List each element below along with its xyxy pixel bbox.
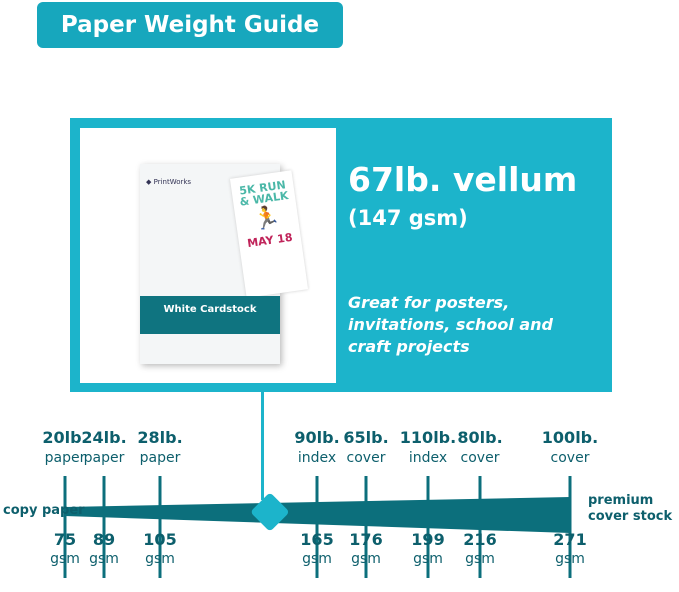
tick-unit: gsm [145,551,175,567]
featured-marker-diamond [251,493,289,531]
tick-weight: 90lb. [294,428,340,447]
tick-kind: cover [550,450,590,466]
tick-kind: cover [460,450,500,466]
tick-weight: 80lb. [457,428,503,447]
tick-unit: gsm [413,551,443,567]
tick-weight: 100lb. [541,428,599,447]
tick-gsm: 75 [53,530,77,549]
tick-weight: 20lb. [42,428,88,447]
tick-weight: 65lb. [343,428,389,447]
tick-unit: gsm [555,551,585,567]
tick-gsm: 176 [349,530,383,549]
tick-kind: paper [44,450,86,466]
tick-gsm: 165 [300,530,334,549]
featured-gsm: (147 gsm) [348,206,468,230]
tick-gsm: 271 [553,530,587,549]
featured-description: Great for posters, invitations, school a… [348,293,553,356]
tick-weight: 24lb. [81,428,127,447]
featured-panel: ◆ PrintWorks 5K RUN & WALK 🏃 MAY 18 White… [70,118,612,392]
tick-kind: cover [346,450,386,466]
tick-kind: paper [83,450,125,466]
tick-kind: index [408,450,448,466]
package-label: White Cardstock [140,296,280,334]
tick-gsm: 216 [463,530,497,549]
tick-unit: gsm [89,551,119,567]
tick-kind: index [297,450,337,466]
page-title: Paper Weight Guide [37,2,343,48]
right-label: premium cover stock [588,493,673,524]
cardstock-package: ◆ PrintWorks 5K RUN & WALK 🏃 MAY 18 White… [140,164,309,364]
connector-line [261,392,264,500]
product-image: ◆ PrintWorks 5K RUN & WALK 🏃 MAY 18 White… [80,128,336,383]
tick-weight: 28lb. [137,428,183,447]
featured-weight: 67lb. vellum [348,160,578,199]
tick-gsm: 199 [411,530,445,549]
brand-logo: ◆ PrintWorks [146,178,192,186]
tick-unit: gsm [351,551,381,567]
tick-kind: paper [139,450,181,466]
left-label: copy paper [3,503,85,518]
tick-unit: gsm [465,551,495,567]
tick-unit: gsm [302,551,332,567]
tick-unit: gsm [50,551,80,567]
tick-gsm: 89 [92,530,116,549]
tick-weight: 110lb. [399,428,457,447]
tick-gsm: 105 [143,530,177,549]
